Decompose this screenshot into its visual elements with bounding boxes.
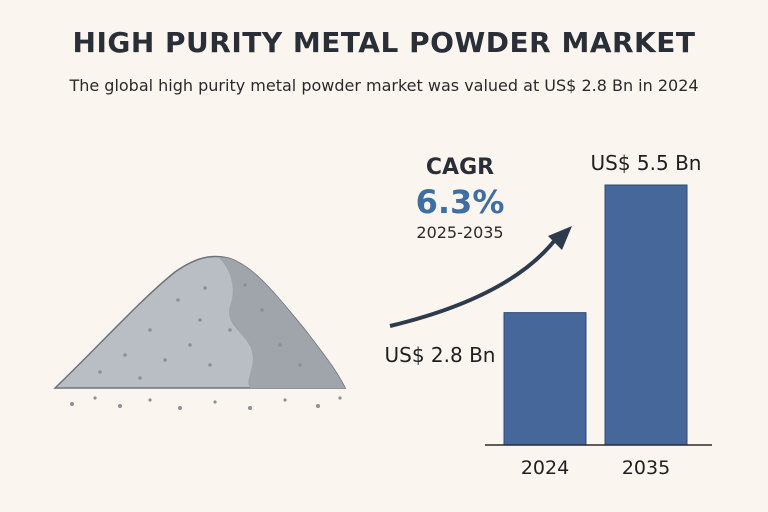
powder-pile-illustration: [53, 255, 347, 410]
bar-2024: [503, 312, 587, 446]
page-title: HIGH PURITY METAL POWDER MARKET: [72, 26, 696, 59]
powder-specks: [98, 283, 302, 380]
value-label-2035: US$ 5.5 Bn: [591, 151, 702, 175]
growth-arrow-icon: [389, 226, 572, 328]
value-label-2024: US$ 2.8 Bn: [385, 343, 496, 367]
x-tick-label-2035: 2035: [622, 457, 670, 479]
scattered-grains: [70, 396, 342, 410]
bar-2035: [604, 184, 688, 446]
cagr-value: 6.3%: [415, 183, 505, 221]
x-tick-label-2024: 2024: [521, 457, 569, 479]
page-subtitle: The global high purity metal powder mark…: [69, 76, 699, 95]
powder-pile-shade: [218, 257, 345, 388]
cagr-label: CAGR: [425, 155, 495, 180]
bar-chart: 2024 US$ 2.8 Bn 2035 US$ 5.5 Bn: [385, 151, 712, 479]
cagr-period: 2025-2035: [416, 223, 504, 242]
